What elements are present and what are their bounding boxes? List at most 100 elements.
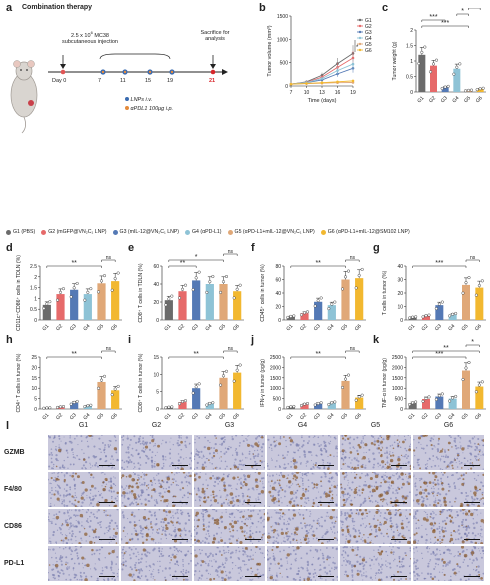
nucleus xyxy=(257,513,259,515)
dab-stain xyxy=(328,487,331,490)
nucleus xyxy=(162,454,164,457)
scale-bar xyxy=(245,501,261,503)
nucleus xyxy=(58,444,60,446)
dab-stain xyxy=(304,522,306,524)
nucleus xyxy=(231,436,233,438)
nucleus xyxy=(71,530,74,533)
nucleus xyxy=(97,536,101,539)
nucleus xyxy=(363,497,367,500)
replicate-point xyxy=(340,385,345,390)
nucleus xyxy=(68,528,70,530)
nucleus xyxy=(365,451,367,454)
nucleus xyxy=(300,436,303,439)
dab-stain xyxy=(282,474,286,479)
dab-stain xyxy=(470,467,473,470)
nucleus xyxy=(285,445,287,448)
legend-label: G3 (mIL-12@VN₂C₁ LNP) xyxy=(119,229,180,235)
nucleus xyxy=(50,483,52,485)
nucleus xyxy=(149,441,152,445)
bar-g4 xyxy=(205,284,214,320)
nucleus xyxy=(370,568,372,570)
nucleus xyxy=(426,498,429,501)
nucleus xyxy=(373,440,377,443)
nucleus xyxy=(180,512,183,515)
nucleus xyxy=(281,576,283,578)
nucleus xyxy=(235,488,237,490)
nucleus xyxy=(260,552,262,554)
dab-stain xyxy=(413,540,417,544)
dab-stain xyxy=(400,522,404,526)
nucleus xyxy=(125,564,127,567)
nucleus xyxy=(381,465,385,468)
nucleus xyxy=(98,494,102,497)
nucleus xyxy=(407,477,409,480)
nucleus xyxy=(423,510,425,512)
nucleus xyxy=(379,565,382,568)
dab-stain xyxy=(361,492,364,494)
x-tick-label: G6 xyxy=(232,412,241,421)
dab-stain xyxy=(300,504,303,507)
nucleus xyxy=(100,526,102,529)
nucleus xyxy=(247,558,251,561)
nucleus xyxy=(194,487,196,490)
nucleus xyxy=(85,575,88,578)
nucleus xyxy=(353,457,356,460)
nucleus xyxy=(198,549,201,551)
nucleus xyxy=(125,451,128,454)
nucleus xyxy=(208,535,211,538)
nucleus xyxy=(89,502,93,505)
nucleus xyxy=(187,519,190,521)
y-tick-label: 2 xyxy=(410,28,413,34)
nucleus xyxy=(348,482,350,484)
replicate-point xyxy=(302,402,307,406)
nucleus xyxy=(465,528,468,531)
panel-label-k: k xyxy=(373,334,380,346)
bar-g3 xyxy=(435,396,444,409)
nucleus xyxy=(414,560,416,562)
nucleus xyxy=(172,511,174,513)
dab-stain xyxy=(401,535,404,538)
nucleus xyxy=(354,547,356,549)
nucleus xyxy=(58,446,61,449)
nucleus xyxy=(278,465,282,468)
nucleus xyxy=(430,487,433,490)
nucleus xyxy=(346,465,349,468)
nucleus xyxy=(299,522,302,525)
nucleus xyxy=(206,577,208,580)
nucleus xyxy=(243,475,246,478)
nucleus xyxy=(308,499,310,502)
nucleus xyxy=(239,516,242,519)
nucleus xyxy=(440,505,442,507)
dab-stain xyxy=(65,563,67,566)
x-tick-label: G5 xyxy=(218,412,227,421)
nucleus xyxy=(380,475,384,479)
nucleus xyxy=(463,559,466,561)
dab-stain xyxy=(408,513,411,516)
nucleus xyxy=(105,510,107,512)
nucleus xyxy=(76,552,79,555)
nucleus xyxy=(220,520,224,523)
nucleus xyxy=(290,437,292,440)
dab-stain xyxy=(254,478,258,482)
x-tick-label: 13 xyxy=(319,90,325,96)
nucleus xyxy=(278,489,281,492)
nucleus xyxy=(214,480,217,483)
nucleus xyxy=(98,548,101,551)
bar-g3 xyxy=(192,388,201,409)
nucleus xyxy=(297,567,300,570)
nucleus xyxy=(432,460,434,462)
nucleus xyxy=(271,574,273,577)
nucleus xyxy=(438,465,440,467)
nucleus xyxy=(242,440,245,443)
nucleus xyxy=(285,439,287,442)
nucleus xyxy=(222,564,224,566)
legend-marker xyxy=(358,42,362,46)
replicate-point xyxy=(86,290,90,294)
y-tick-label: 0 xyxy=(285,84,288,90)
nucleus xyxy=(55,445,57,448)
nucleus xyxy=(97,500,100,504)
nucleus xyxy=(293,499,296,503)
nucleus xyxy=(429,541,432,544)
nucleus xyxy=(450,505,454,507)
